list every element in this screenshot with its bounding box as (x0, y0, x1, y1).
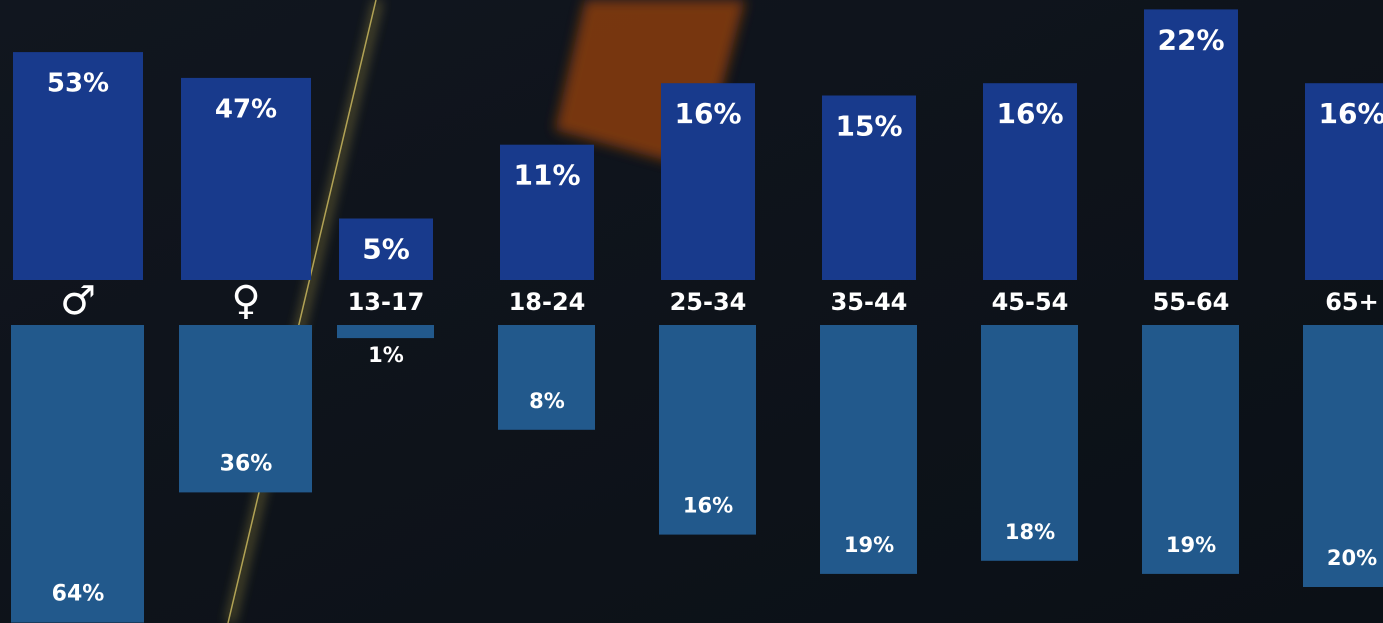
value-label: 16% (674, 97, 741, 130)
bar-bottom (337, 325, 434, 338)
value-label: 19% (844, 533, 894, 557)
chart: ♂ 53% 64% ♀ 47% 36% 13-17 5% 1% 18-24 11% 8% 25-34 16… (0, 0, 1383, 623)
value-label: 19% (1166, 533, 1216, 557)
category-label: 25-34 (670, 288, 747, 316)
value-label: 11% (513, 159, 580, 192)
category-label: ♂ (60, 278, 96, 324)
value-label: 8% (529, 389, 565, 413)
value-label: 53% (47, 69, 109, 99)
category-label: 45-54 (992, 288, 1069, 316)
value-label: 16% (683, 494, 733, 518)
value-label: 16% (1318, 97, 1383, 130)
bar-bottom (11, 325, 144, 623)
category-label: 65+ (1325, 288, 1379, 316)
category-label: 13-17 (348, 288, 425, 316)
category-label: ♀ (231, 278, 260, 324)
bar-bottom (498, 325, 595, 430)
value-label: 1% (368, 343, 404, 367)
category-label: 55-64 (1153, 288, 1230, 316)
value-label: 36% (220, 451, 273, 476)
category-label: 18-24 (509, 288, 586, 316)
value-label: 64% (52, 582, 105, 607)
value-label: 20% (1327, 546, 1377, 570)
category-label: 35-44 (831, 288, 908, 316)
value-label: 5% (362, 233, 410, 266)
value-label: 15% (835, 110, 902, 143)
value-label: 18% (1005, 520, 1055, 544)
value-label: 16% (996, 97, 1063, 130)
value-label: 47% (215, 94, 277, 124)
value-label: 22% (1157, 23, 1224, 56)
